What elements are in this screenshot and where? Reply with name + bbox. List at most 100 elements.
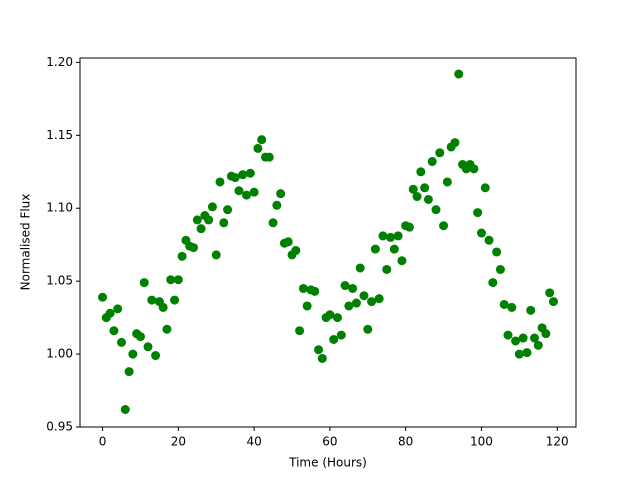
x-tick-label: 100 [470, 435, 493, 449]
point [492, 247, 502, 257]
point [511, 336, 521, 346]
point [276, 189, 286, 199]
point [416, 167, 426, 177]
point [469, 164, 479, 174]
point [173, 275, 183, 285]
x-tick-label: 60 [322, 435, 337, 449]
point [344, 301, 354, 311]
x-axis-label: Time (Hours) [288, 456, 367, 470]
point [412, 192, 422, 202]
point [526, 305, 536, 315]
point [245, 168, 255, 178]
point [522, 348, 532, 358]
x-tick-label: 40 [246, 435, 261, 449]
point [230, 173, 240, 183]
point [397, 256, 407, 266]
point [283, 237, 293, 247]
point [272, 200, 282, 210]
point [484, 235, 494, 245]
point [166, 275, 176, 285]
point [325, 310, 335, 320]
point [120, 404, 130, 414]
point [367, 297, 377, 307]
point [170, 295, 180, 305]
point [177, 251, 187, 261]
point [223, 205, 233, 215]
x-tick-label: 20 [171, 435, 186, 449]
point [548, 297, 558, 307]
point [359, 291, 369, 301]
point [317, 353, 327, 363]
point [268, 218, 278, 228]
point [196, 224, 206, 234]
point [291, 246, 301, 256]
x-tick-label: 80 [398, 435, 413, 449]
y-tick-label: 1.15 [46, 128, 73, 142]
point [188, 243, 198, 253]
point [234, 186, 244, 196]
y-tick-label: 1.05 [46, 274, 73, 288]
y-tick-label: 0.95 [46, 420, 73, 434]
point [257, 135, 267, 145]
point [204, 215, 214, 225]
point [162, 324, 172, 334]
point [370, 244, 380, 254]
point [302, 301, 312, 311]
point [435, 148, 445, 158]
point [363, 324, 373, 334]
plot-frame [79, 57, 577, 428]
point [518, 333, 528, 343]
point [450, 138, 460, 148]
point [158, 302, 168, 312]
point [439, 221, 449, 231]
point [423, 194, 433, 204]
point [135, 332, 145, 342]
point [314, 345, 324, 355]
point [124, 367, 134, 377]
point [253, 143, 263, 153]
point [336, 330, 346, 340]
y-tick-label: 1.20 [46, 55, 73, 69]
point [480, 183, 490, 193]
point [105, 308, 115, 318]
point [488, 278, 498, 288]
y-axis-label: Normalised Flux [19, 194, 33, 291]
point [404, 222, 414, 232]
point [476, 228, 486, 238]
point [351, 298, 361, 308]
point [238, 170, 248, 180]
point [530, 333, 540, 343]
x-tick-label: 0 [99, 435, 107, 449]
point [533, 340, 543, 350]
point [503, 330, 513, 340]
point [109, 326, 119, 336]
point [139, 278, 149, 288]
point [151, 351, 161, 361]
point [507, 302, 517, 312]
point [355, 263, 365, 273]
point [215, 177, 225, 187]
point [295, 326, 305, 336]
point [298, 283, 308, 293]
point [408, 184, 418, 194]
point [249, 187, 259, 197]
point [147, 295, 157, 305]
point [192, 215, 202, 225]
point [329, 334, 339, 344]
point [495, 264, 505, 274]
point [116, 337, 126, 347]
point [541, 329, 551, 339]
point [473, 208, 483, 218]
point [219, 218, 229, 228]
point [332, 313, 342, 323]
point [499, 299, 509, 309]
point [431, 205, 441, 215]
point [386, 232, 396, 242]
point [264, 152, 274, 162]
point [382, 264, 392, 274]
point [113, 304, 123, 314]
point [420, 183, 430, 193]
